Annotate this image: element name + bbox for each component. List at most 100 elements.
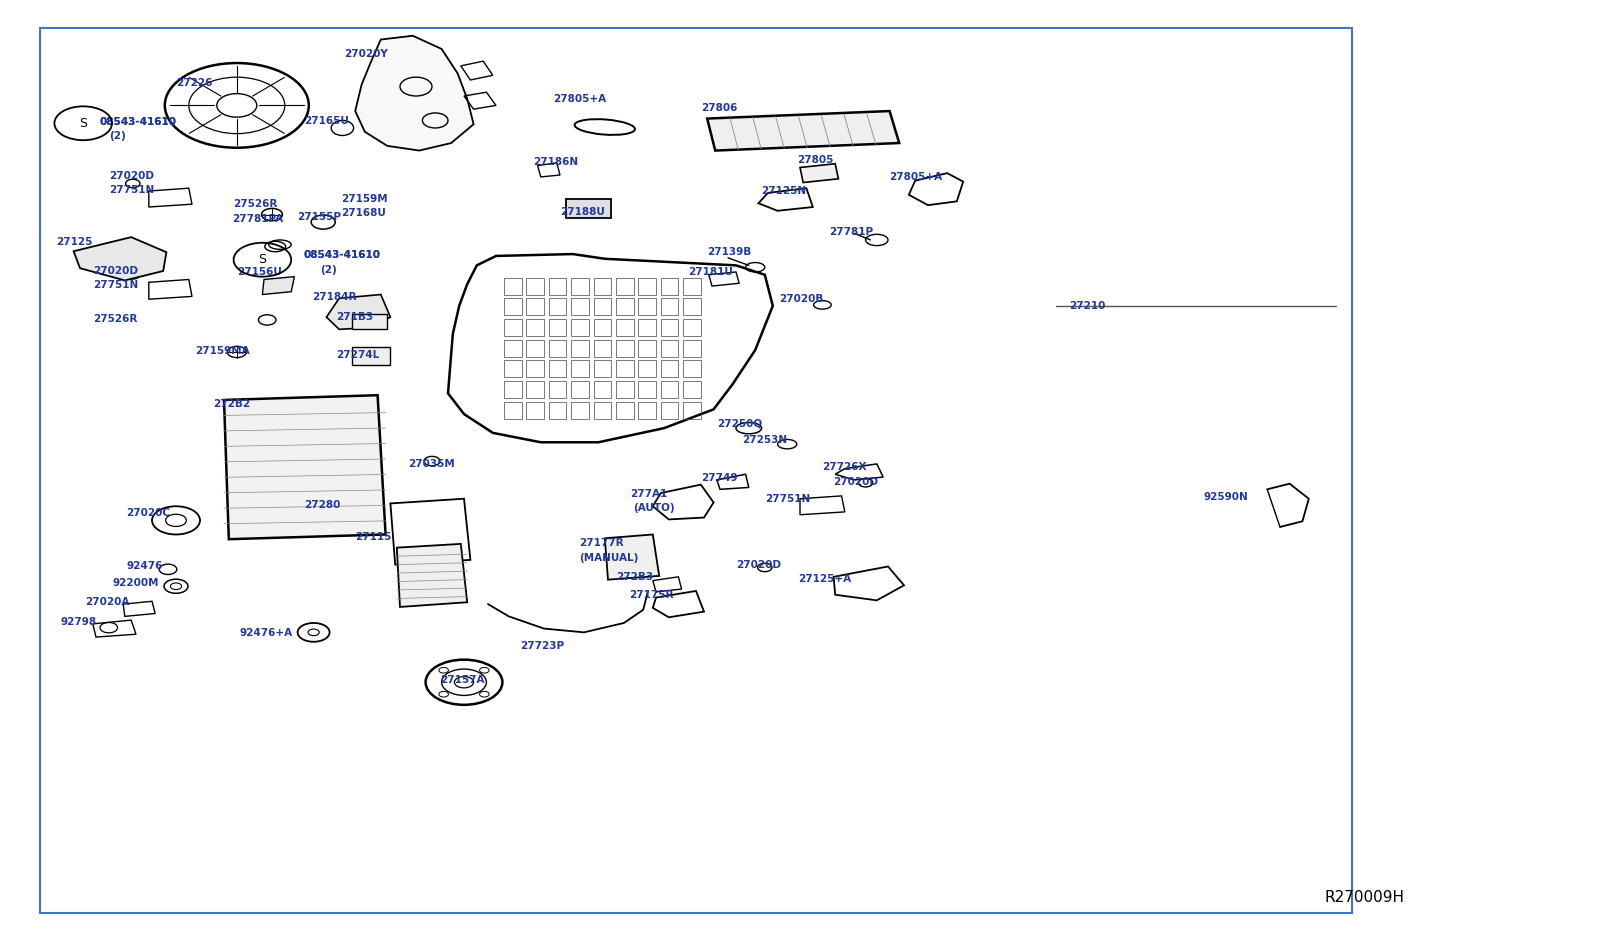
Bar xyxy=(571,298,589,315)
Bar xyxy=(571,278,589,295)
Text: 272B2: 272B2 xyxy=(213,399,250,409)
Bar xyxy=(616,319,634,336)
Text: 27020D: 27020D xyxy=(736,560,781,570)
Text: 27210: 27210 xyxy=(1069,300,1106,311)
Text: 27020A: 27020A xyxy=(85,597,130,607)
Bar xyxy=(549,402,566,419)
Text: 27751N: 27751N xyxy=(93,279,138,290)
Text: 08543-41610: 08543-41610 xyxy=(99,117,176,127)
Bar xyxy=(571,402,589,419)
Polygon shape xyxy=(707,111,899,151)
Bar xyxy=(504,298,522,315)
Text: 27186N: 27186N xyxy=(533,156,578,167)
Text: 27165U: 27165U xyxy=(304,116,349,126)
Text: 27805+A: 27805+A xyxy=(890,171,942,182)
Text: 27751N: 27751N xyxy=(765,494,810,504)
Bar xyxy=(594,319,611,336)
Text: 27253N: 27253N xyxy=(742,435,787,445)
Bar xyxy=(352,314,387,329)
Text: 92590N: 92590N xyxy=(1203,492,1248,502)
Text: 27781PA: 27781PA xyxy=(232,214,283,224)
Bar xyxy=(661,298,678,315)
Text: 27020B: 27020B xyxy=(779,294,824,304)
Text: 27020D: 27020D xyxy=(109,170,154,181)
Text: S: S xyxy=(80,117,86,130)
Bar xyxy=(638,402,656,419)
Bar xyxy=(549,298,566,315)
Bar xyxy=(661,360,678,377)
Bar xyxy=(661,402,678,419)
Text: 27188U: 27188U xyxy=(560,207,605,217)
Bar xyxy=(661,319,678,336)
Polygon shape xyxy=(397,544,467,607)
Bar xyxy=(526,381,544,398)
Text: 27177R: 27177R xyxy=(579,537,624,548)
Text: 27159M: 27159M xyxy=(341,194,387,204)
Bar xyxy=(526,319,544,336)
Text: 27280: 27280 xyxy=(304,500,341,510)
Bar xyxy=(683,319,701,336)
Text: 27749: 27749 xyxy=(701,472,738,483)
Text: R270009H: R270009H xyxy=(1325,890,1405,905)
Text: 92476+A: 92476+A xyxy=(240,628,293,638)
Bar xyxy=(661,278,678,295)
Bar xyxy=(352,347,390,365)
Text: 27125+A: 27125+A xyxy=(798,574,851,584)
Bar xyxy=(571,340,589,357)
Bar xyxy=(616,402,634,419)
Text: 272B3: 272B3 xyxy=(616,571,653,582)
Text: 27020Y: 27020Y xyxy=(344,49,387,59)
Bar xyxy=(616,278,634,295)
Bar xyxy=(571,381,589,398)
Text: 27115: 27115 xyxy=(355,532,392,542)
Text: (MANUAL): (MANUAL) xyxy=(579,552,638,563)
Bar xyxy=(683,278,701,295)
Text: 27781P: 27781P xyxy=(829,227,874,237)
Bar xyxy=(571,360,589,377)
Bar xyxy=(526,360,544,377)
Polygon shape xyxy=(355,36,474,151)
Text: 27125: 27125 xyxy=(56,236,93,247)
Bar xyxy=(638,298,656,315)
Text: 27806: 27806 xyxy=(701,103,738,113)
Text: 27805+A: 27805+A xyxy=(554,93,606,104)
Text: 27155P: 27155P xyxy=(298,212,342,222)
Bar xyxy=(549,360,566,377)
Bar xyxy=(504,381,522,398)
Bar xyxy=(504,360,522,377)
Bar xyxy=(616,381,634,398)
Bar xyxy=(571,319,589,336)
Text: 277A1: 277A1 xyxy=(630,488,667,499)
Text: S: S xyxy=(259,253,267,266)
Bar xyxy=(638,360,656,377)
Bar xyxy=(661,340,678,357)
Polygon shape xyxy=(224,395,386,539)
Bar xyxy=(683,298,701,315)
Text: 271B3: 271B3 xyxy=(336,311,373,322)
Bar xyxy=(683,402,701,419)
Text: (2): (2) xyxy=(109,131,125,141)
Bar xyxy=(638,278,656,295)
Text: 27125N: 27125N xyxy=(762,185,806,196)
Text: 27805: 27805 xyxy=(797,154,834,165)
Text: 27159MA: 27159MA xyxy=(195,345,250,356)
Text: 27156U: 27156U xyxy=(237,266,282,277)
Text: 27751N: 27751N xyxy=(109,184,154,195)
Bar xyxy=(594,402,611,419)
Polygon shape xyxy=(74,237,166,280)
Bar xyxy=(504,340,522,357)
Text: 08543-41610: 08543-41610 xyxy=(304,249,381,260)
Text: 27020D: 27020D xyxy=(834,477,878,487)
Bar xyxy=(594,298,611,315)
Text: (2): (2) xyxy=(320,264,336,275)
Bar xyxy=(504,278,522,295)
Text: 08543-41610: 08543-41610 xyxy=(304,249,381,260)
Bar xyxy=(526,340,544,357)
Bar xyxy=(638,381,656,398)
Bar xyxy=(616,340,634,357)
Bar xyxy=(504,402,522,419)
Bar xyxy=(526,298,544,315)
Text: 27139B: 27139B xyxy=(707,247,752,257)
Text: 92200M: 92200M xyxy=(112,578,158,588)
Bar xyxy=(683,340,701,357)
